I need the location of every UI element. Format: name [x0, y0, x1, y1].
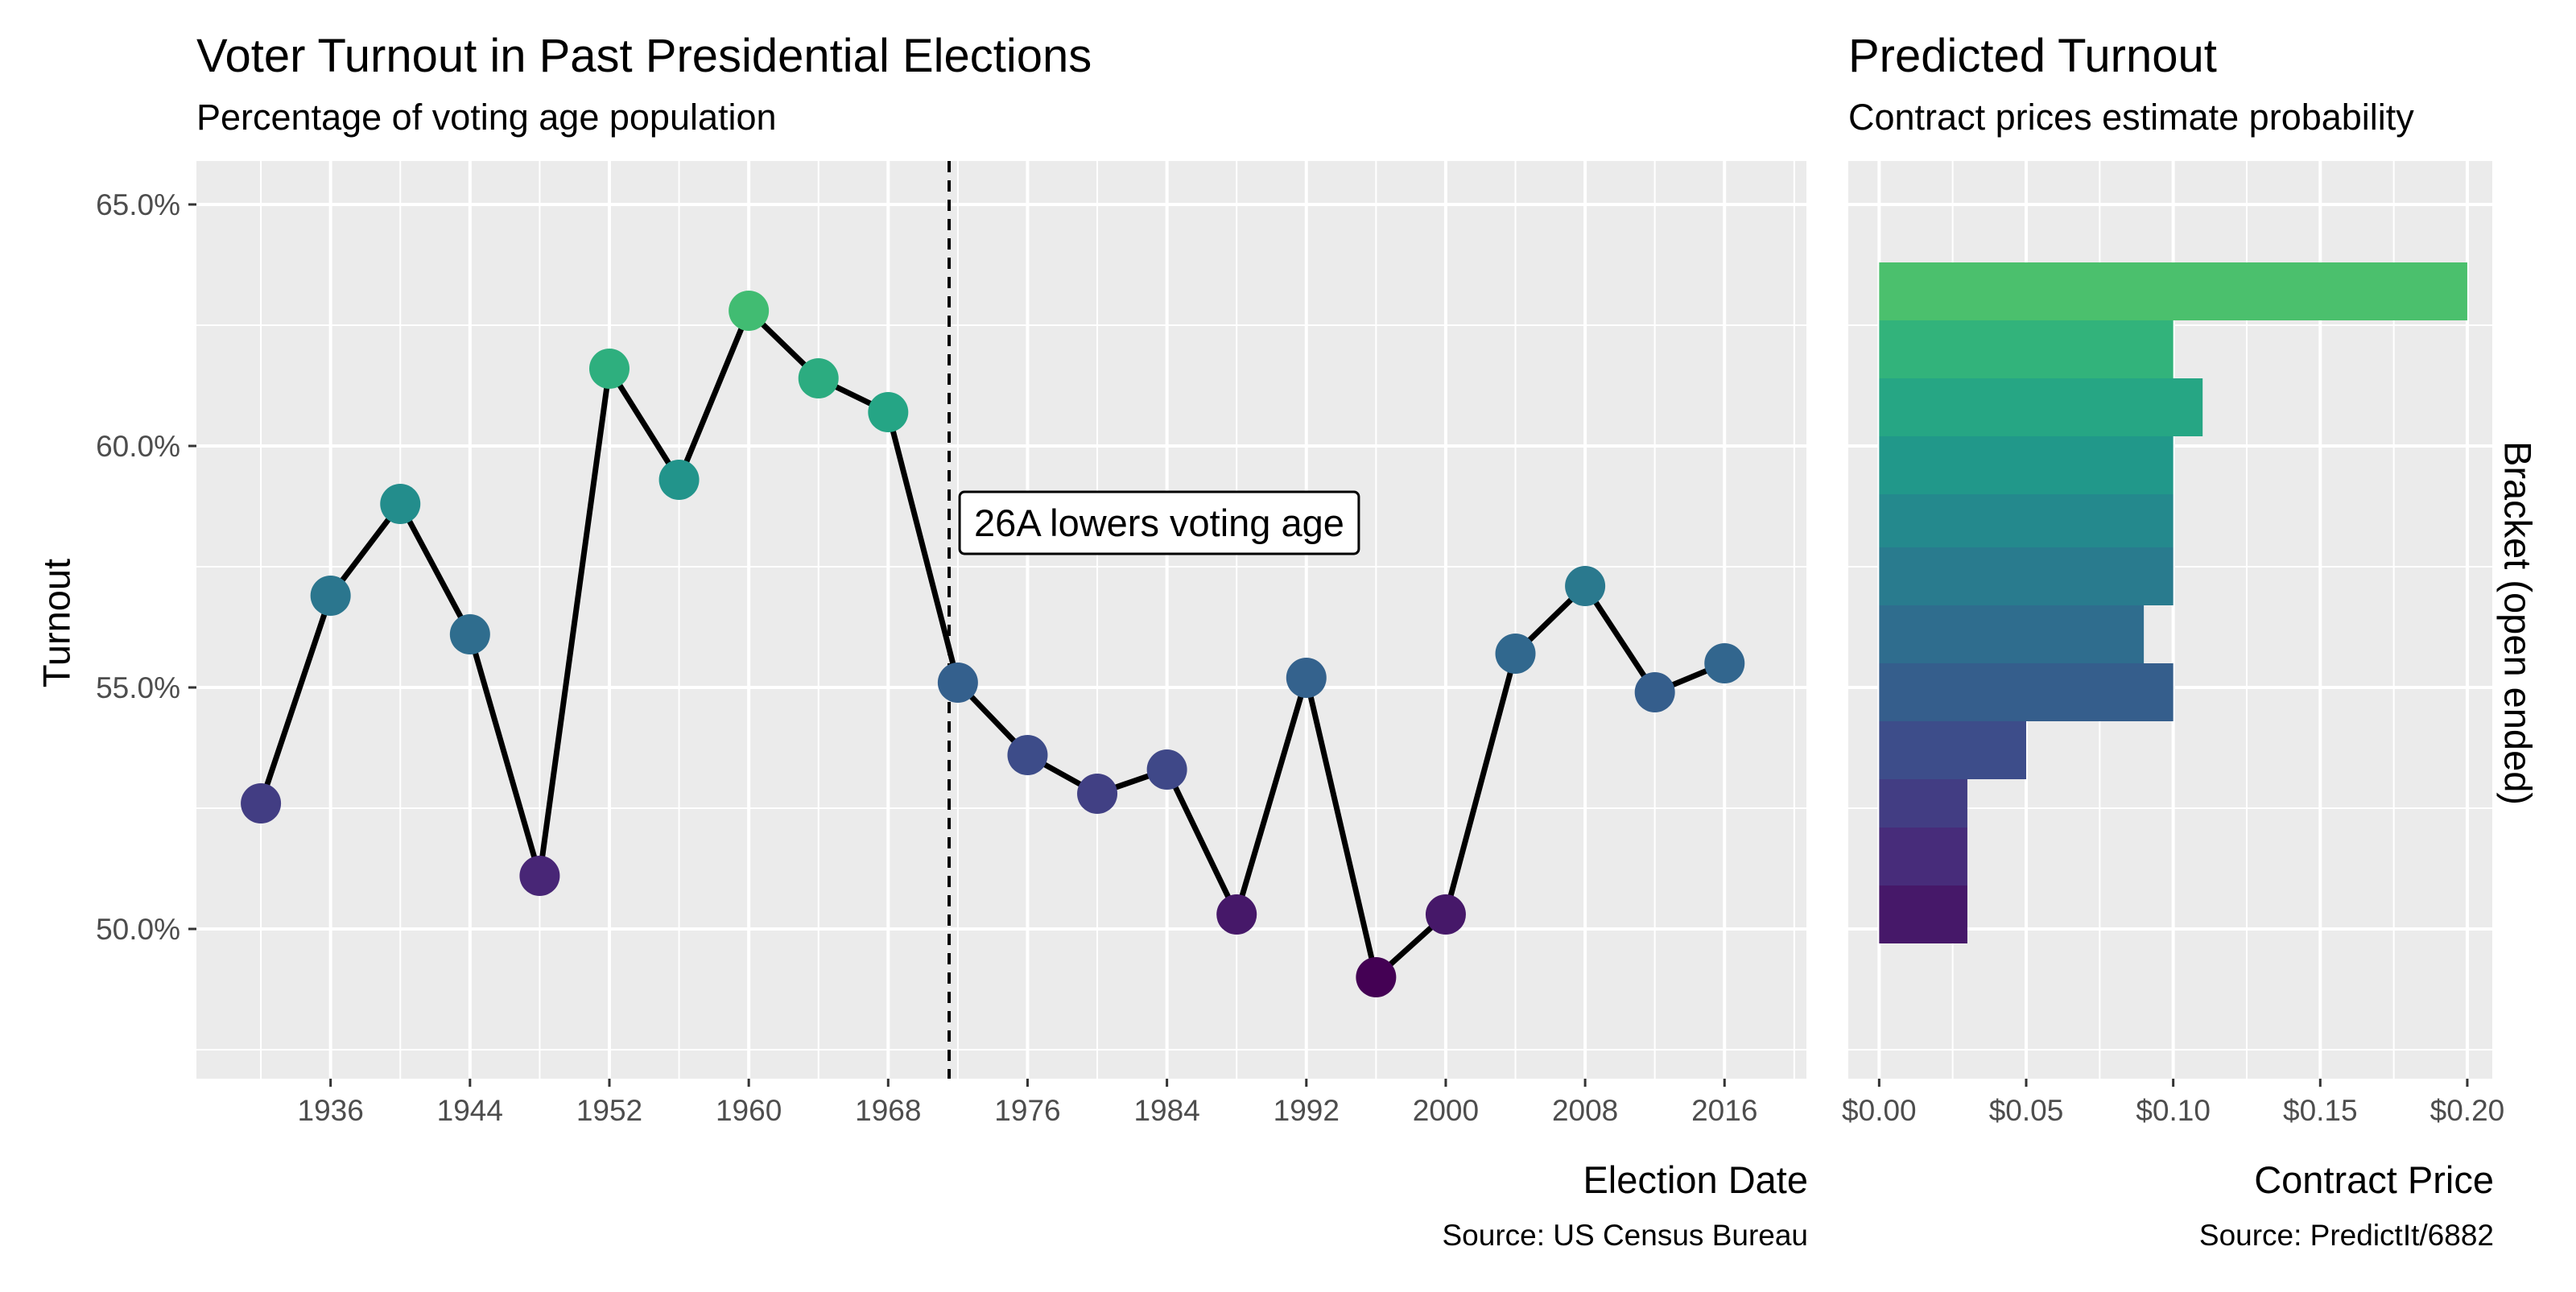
left-x-tick-label: 1936 [298, 1094, 364, 1127]
left-chart-subtitle: Percentage of voting age population [196, 97, 777, 138]
bracket-bar [1879, 320, 2174, 378]
data-point [1425, 894, 1466, 935]
left-x-tick-label: 1968 [855, 1094, 921, 1127]
bracket-bar [1879, 828, 1967, 885]
bracket-bar [1879, 378, 2203, 436]
right-chart-title: Predicted Turnout [1848, 30, 2217, 82]
bracket-bar [1879, 885, 1967, 943]
bracket-bar [1879, 721, 2027, 779]
left-plot-panel [196, 161, 1806, 1079]
annotation-box [958, 490, 1360, 555]
left-x-tick-label: 2000 [1413, 1094, 1479, 1127]
data-point [1565, 566, 1606, 606]
left-y-tick-label: 55.0% [96, 671, 180, 704]
data-point [1495, 634, 1536, 674]
left-y-axis-title: Turnout [35, 558, 78, 688]
data-point [658, 460, 700, 500]
data-point [1356, 957, 1397, 997]
data-point [449, 614, 490, 654]
bracket-bar [1879, 262, 2467, 320]
bracket-bar [1879, 436, 2174, 494]
turnout-line [258, 308, 1726, 980]
left-caption: Source: US Census Bureau [1442, 1219, 1808, 1252]
data-point [1216, 894, 1257, 935]
right-y-axis-title: Bracket (open ended) [2496, 440, 2540, 806]
data-point [380, 484, 421, 524]
left-x-tick-label: 1944 [437, 1094, 503, 1127]
data-point [1286, 658, 1327, 698]
bracket-bar [1879, 494, 2174, 547]
right-caption: Source: PredictIt/6882 [2198, 1219, 2494, 1252]
left-x-tick-label: 1960 [716, 1094, 782, 1127]
right-x-tick-label: $0.00 [1842, 1094, 1917, 1127]
left-y-tick-label: 65.0% [96, 188, 180, 221]
left-x-tick-label: 2008 [1552, 1094, 1618, 1127]
data-point [729, 291, 770, 331]
bracket-bar [1879, 547, 2174, 605]
left-y-tick-label: 50.0% [96, 913, 180, 946]
data-point [519, 856, 560, 896]
right-x-tick-label: $0.15 [2283, 1094, 2358, 1127]
right-x-tick-label: $0.10 [2136, 1094, 2211, 1127]
left-x-tick-label: 1992 [1274, 1094, 1340, 1127]
annotation-text: 26A lowers voting age [974, 502, 1344, 544]
data-point [1007, 735, 1048, 775]
left-y-tick-label: 60.0% [96, 430, 180, 463]
data-point [798, 358, 839, 398]
bracket-bar [1879, 663, 2174, 721]
data-point [588, 349, 630, 389]
left-chart-title: Voter Turnout in Past Presidential Elect… [196, 30, 1092, 82]
left-x-tick-label: 1984 [1133, 1094, 1199, 1127]
data-point [241, 783, 282, 823]
data-point [1634, 672, 1675, 712]
right-x-tick-label: $0.20 [2430, 1094, 2505, 1127]
data-point [310, 576, 351, 616]
right-x-axis-title: Contract Price [2254, 1158, 2494, 1201]
data-point [937, 663, 978, 703]
data-point [1077, 774, 1118, 814]
right-x-tick-label: $0.05 [1989, 1094, 2064, 1127]
data-point [868, 392, 909, 432]
left-x-axis-title: Election Date [1583, 1158, 1808, 1201]
bracket-bar [1879, 779, 1967, 828]
left-x-tick-label: 1976 [994, 1094, 1060, 1127]
annotation-label: 26A lowers voting age [958, 490, 1360, 555]
left-x-tick-label: 2016 [1691, 1094, 1757, 1127]
data-point [1146, 749, 1187, 790]
data-point [1704, 643, 1745, 683]
bracket-bar [1879, 605, 2145, 663]
right-chart-subtitle: Contract prices estimate probability [1848, 97, 2414, 138]
left-x-tick-label: 1952 [576, 1094, 642, 1127]
